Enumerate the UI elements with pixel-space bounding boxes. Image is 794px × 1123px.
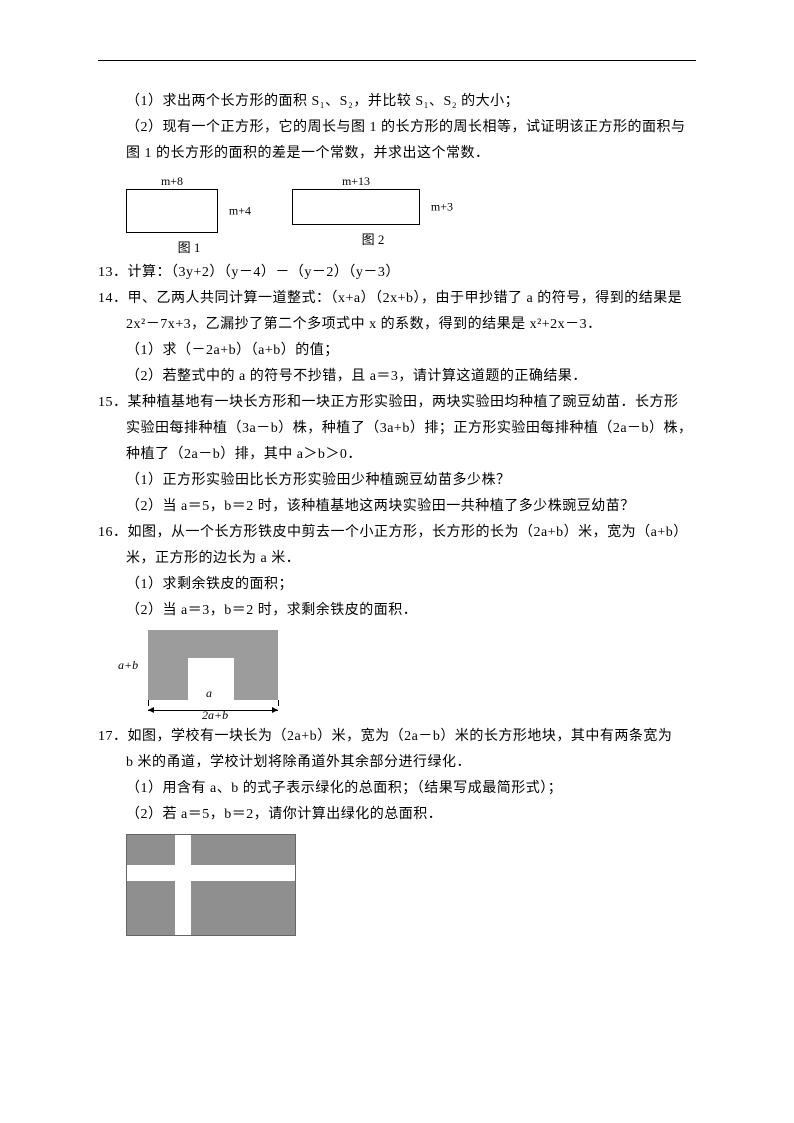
q16-l3: （1）求剩余铁皮的面积； <box>98 572 696 598</box>
q16-figure: a+b a 2a+b <box>118 630 298 720</box>
q17-l2: b 米的甬道，学校计划将除甬道外其余部分进行绿化． <box>98 750 696 776</box>
fig16-height-label: a+b <box>118 658 138 673</box>
q12-part1: （1）求出两个长方形的面积 S₁、S₂，并比较 S₁、S₂ 的大小； <box>98 89 696 115</box>
fig16-a-label: a <box>206 686 212 701</box>
q17-l4: （2）若 a＝5，b＝2，请你计算出绿化的总面积． <box>98 802 696 828</box>
header-rule <box>98 60 696 61</box>
q15-l3: 种植了（2a－b）排，其中 a＞b＞0． <box>98 442 696 468</box>
q17-figure <box>126 834 296 936</box>
q14-l3: （1）求（－2a+b）（a+b）的值； <box>98 338 696 364</box>
q14-l1: 14．甲、乙两人共同计算一道整式：（x+a）（2x+b），由于甲抄错了 a 的符… <box>98 286 696 312</box>
fig1-top-label: m+8 <box>161 174 183 189</box>
q16-l1: 16．如图，从一个长方形铁皮中剪去一个小正方形，长方形的长为（2a+b）米，宽为… <box>98 520 696 546</box>
fig1-right-label: m+4 <box>229 204 251 219</box>
q15-l5: （2）当 a＝5，b＝2 时，该种植基地这两块实验田一共种植了多少株豌豆幼苗？ <box>98 494 696 520</box>
fig16-width-label: 2a+b <box>202 708 228 723</box>
q12-part2b: 图 1 的长方形的面积的差是一个常数，并求出这个常数． <box>98 141 696 167</box>
q16-l4: （2）当 a＝3，b＝2 时，求剩余铁皮的面积． <box>98 598 696 624</box>
q17-l3: （1）用含有 a、b 的式子表示绿化的总面积；（结果写成最简形式）； <box>98 776 696 802</box>
figure-2: m+13 m+3 图 2 <box>292 173 454 256</box>
q17-l1: 17．如图，学校有一块长为（2a+b）米，宽为（2a－b）米的长方形地块，其中有… <box>98 724 696 750</box>
q12-figures: m+8 m+4 图 1 m+13 m+3 图 2 <box>126 173 696 256</box>
q15-l4: （1）正方形实验田比长方形实验田少种植豌豆幼苗多少株？ <box>98 468 696 494</box>
fig1-caption: 图 1 <box>178 237 201 256</box>
fig2-top-label: m+13 <box>342 174 370 189</box>
q15-l1: 15．某种植基地有一块长方形和一块正方形实验田，两块实验田均种植了豌豆幼苗．长方… <box>98 390 696 416</box>
q16-l2: 米，正方形的边长为 a 米． <box>98 546 696 572</box>
fig2-caption: 图 2 <box>362 229 385 248</box>
q14-l4: （2）若整式中的 a 的符号不抄错，且 a＝3，请计算这道题的正确结果． <box>98 364 696 390</box>
q12-part2a: （2）现有一个正方形，它的周长与图 1 的长方形的周长相等，试证明该正方形的面积… <box>98 115 696 141</box>
q13: 13．计算：（3y+2）（y－4）－（y－2）（y－3） <box>98 260 696 286</box>
page-content: （1）求出两个长方形的面积 S₁、S₂，并比较 S₁、S₂ 的大小； （2）现有… <box>0 0 794 980</box>
q15-l2: 实验田每排种植（3a－b）株，种植了（3a+b）排；正方形实验田每排种植（2a－… <box>98 416 696 442</box>
fig2-right-label: m+3 <box>431 200 453 215</box>
q14-l2: 2x²－7x+3，乙漏抄了第二个多项式中 x 的系数，得到的结果是 x²+2x－… <box>98 312 696 338</box>
figure-1: m+8 m+4 图 1 <box>126 173 252 256</box>
